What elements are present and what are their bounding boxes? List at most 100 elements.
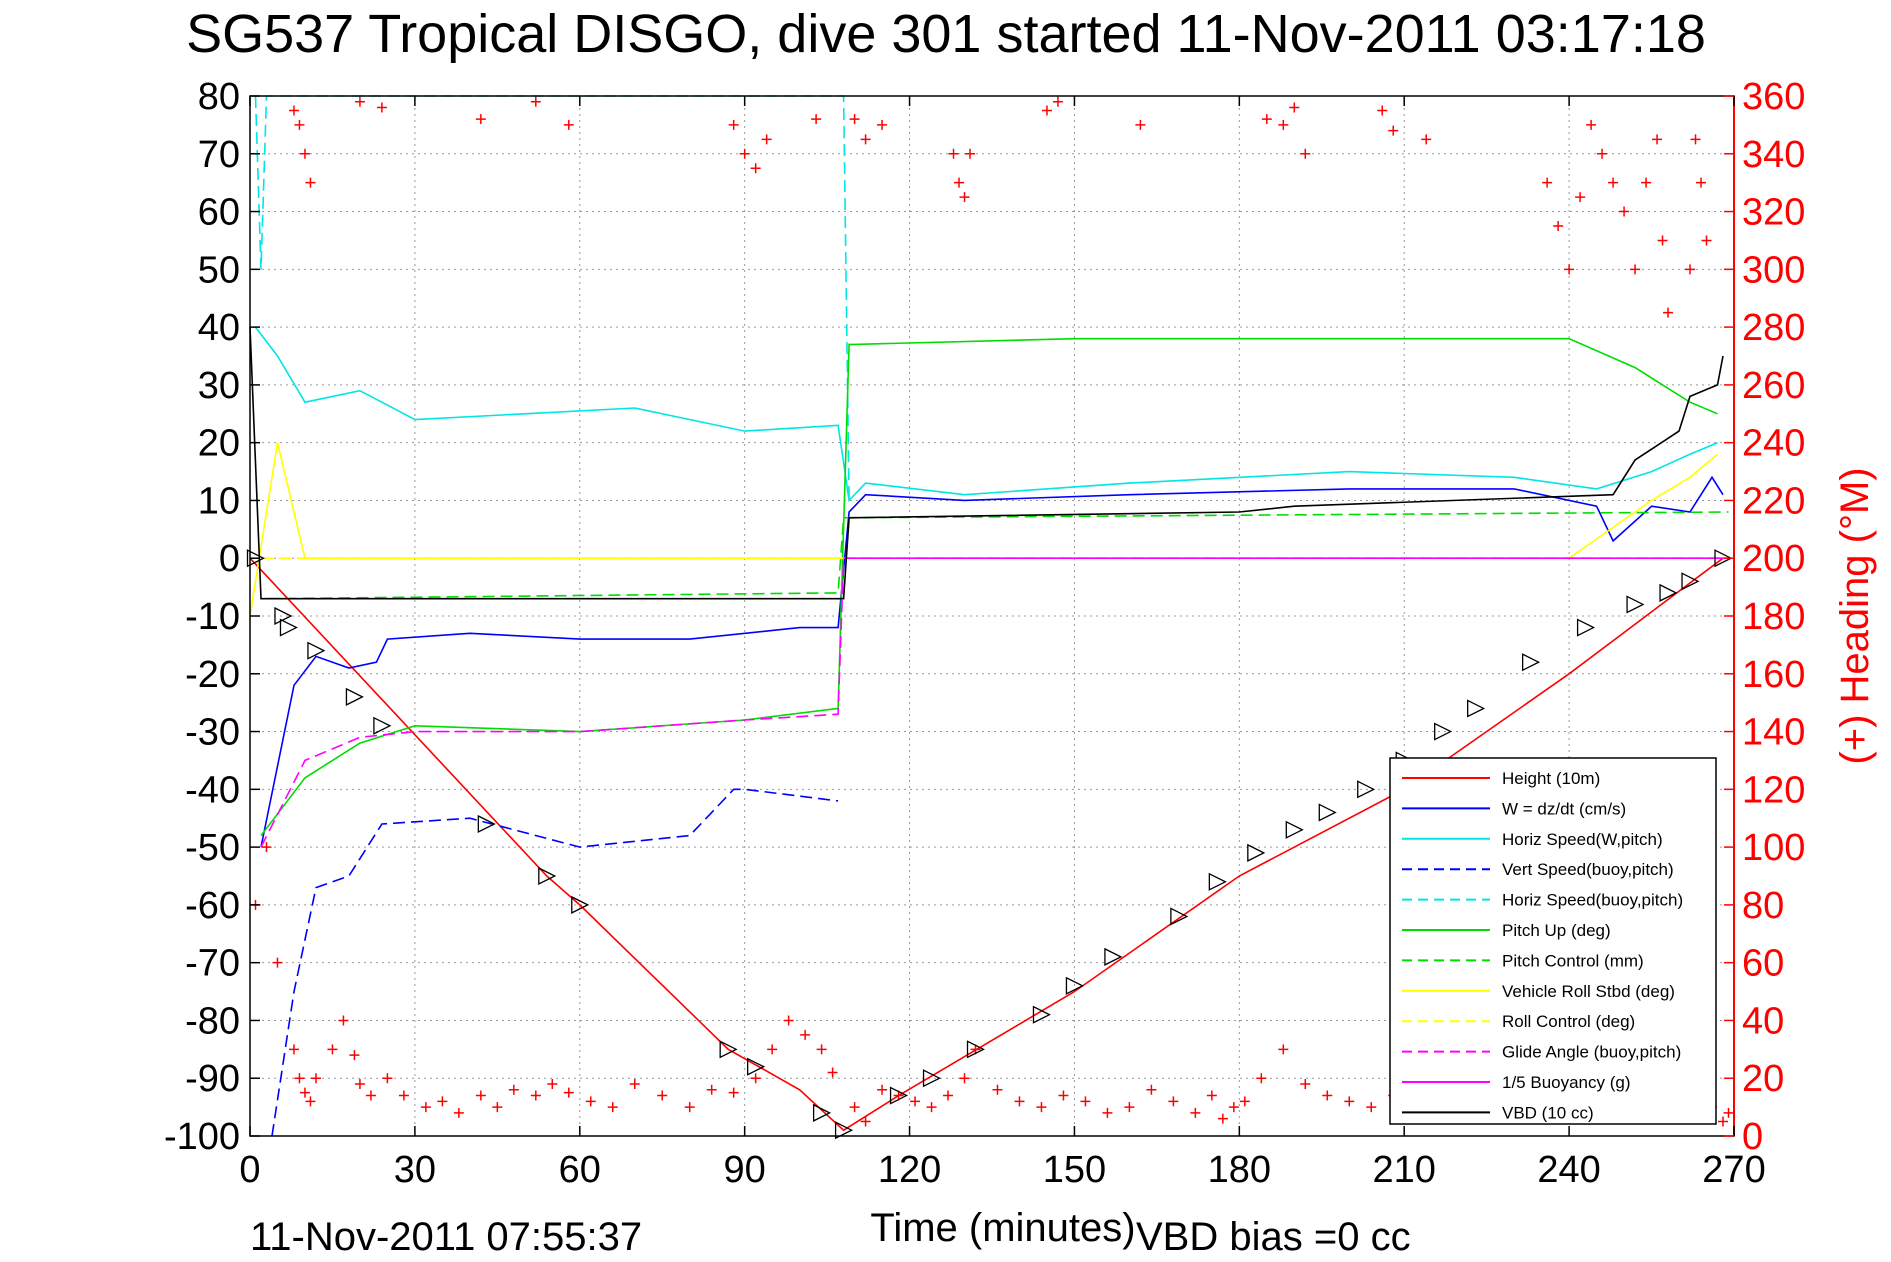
heading-point	[1217, 1113, 1228, 1124]
x-tick-label: 180	[1208, 1149, 1271, 1191]
height-marker	[1247, 843, 1266, 862]
heading-point	[1036, 1102, 1047, 1113]
y-tick-label: -50	[185, 827, 240, 869]
heading-point	[1041, 105, 1052, 116]
y-tick-label: -40	[185, 769, 240, 811]
height-marker	[1285, 820, 1304, 839]
heading-point	[288, 105, 299, 116]
heading-point	[1135, 119, 1146, 130]
y-tick-label: 60	[198, 192, 240, 234]
heading-point	[299, 148, 310, 159]
heading-point	[827, 1067, 838, 1078]
heading-point	[1608, 177, 1619, 188]
y-tick-label: 40	[198, 307, 240, 349]
heading-point	[1289, 102, 1300, 113]
heading-point	[1723, 1107, 1734, 1118]
height-marker	[538, 866, 557, 886]
height-marker	[1626, 595, 1645, 614]
heading-point	[629, 1079, 640, 1089]
heading-point	[294, 1073, 305, 1084]
height-marker	[966, 1040, 985, 1059]
heading-point	[1058, 1090, 1069, 1101]
y-axis-right: 3603403203002802602402202001801601401201…	[1724, 76, 1805, 1158]
heading-point	[1206, 1090, 1217, 1101]
y2-tick-label: 80	[1742, 885, 1784, 927]
heading-point	[1190, 1107, 1201, 1118]
heading-point	[327, 1044, 338, 1055]
heading-point	[1586, 119, 1597, 130]
heading-point	[294, 119, 305, 130]
heading-point	[860, 1116, 871, 1127]
y-tick-label: 80	[198, 76, 240, 118]
heading-point	[1652, 134, 1663, 145]
heading-point	[354, 1079, 365, 1089]
heading-point	[547, 1079, 558, 1089]
heading-point	[877, 119, 888, 130]
heading-point	[877, 1084, 888, 1095]
x-tick-label: 120	[878, 1149, 941, 1191]
heading-point	[453, 1107, 464, 1118]
vbd-bias-label: VBD bias =0 cc	[1136, 1215, 1411, 1259]
y-tick-label: -10	[185, 596, 240, 638]
height-marker	[1576, 618, 1596, 637]
heading-point	[1322, 1090, 1333, 1101]
x-axis-label: Time (minutes)	[870, 1206, 1135, 1250]
x-tick-label: 240	[1537, 1149, 1600, 1191]
heading-point	[1564, 264, 1575, 275]
heading-point	[954, 177, 965, 188]
y-tick-label: 70	[198, 134, 240, 176]
legend-label: Pitch Up (deg)	[1502, 921, 1611, 940]
heading-point	[272, 957, 283, 968]
y2-tick-label: 160	[1742, 654, 1805, 696]
heading-point	[959, 1073, 970, 1084]
legend-label: Roll Control (deg)	[1502, 1012, 1635, 1031]
heading-point	[728, 119, 739, 130]
heading-point	[1657, 235, 1668, 246]
height-marker	[279, 618, 298, 637]
legend: Height (10m) W = dz/dt (cm/s) Horiz Speed(…	[1389, 757, 1717, 1125]
height-marker	[1357, 780, 1376, 799]
heading-point	[910, 1096, 921, 1107]
heading-point	[965, 148, 976, 159]
heading-point	[1124, 1102, 1135, 1113]
heading-point	[475, 1090, 486, 1101]
y2-tick-label: 260	[1742, 365, 1805, 407]
heading-point	[1685, 264, 1696, 275]
x-axis: 0 30 60 90 120 150 180 210 240 270	[239, 96, 1766, 1191]
y2-tick-label: 240	[1742, 423, 1805, 465]
heading-point	[420, 1102, 431, 1113]
height-marker	[812, 1103, 832, 1122]
y2-tick-label: 100	[1742, 827, 1805, 869]
y-tick-label: -90	[185, 1058, 240, 1100]
heading-point	[992, 1084, 1003, 1095]
heading-point	[354, 96, 365, 107]
heading-point	[811, 114, 822, 125]
x-tick-label: 60	[559, 1149, 601, 1191]
heading-point	[349, 1050, 360, 1061]
heading-point	[530, 96, 541, 107]
heading-point	[959, 192, 970, 203]
heading-point	[948, 148, 959, 159]
height-marker	[246, 549, 265, 568]
x-tick-label: 270	[1702, 1149, 1765, 1191]
heading-point	[382, 1073, 393, 1084]
legend-box	[1389, 757, 1717, 1125]
y2-tick-label: 120	[1742, 769, 1805, 811]
y-tick-label: 20	[198, 423, 240, 465]
height-marker	[1318, 803, 1337, 822]
heading-point	[338, 1015, 349, 1026]
y2-tick-label: 300	[1742, 249, 1805, 291]
y2-tick-label: 340	[1742, 134, 1805, 176]
heading-point	[261, 842, 272, 853]
height-marker	[834, 1121, 854, 1140]
heading-point	[1597, 148, 1608, 159]
heading-point	[750, 1073, 761, 1084]
heading-point	[1052, 96, 1063, 107]
height-marker	[477, 814, 496, 834]
y-axis-right-label: (+) Heading (°M)	[1833, 467, 1877, 764]
y2-tick-label: 20	[1742, 1058, 1784, 1100]
x-tick-label: 90	[724, 1149, 766, 1191]
heading-point	[310, 1073, 321, 1084]
heading-point	[1278, 1044, 1289, 1055]
heading-point	[365, 1090, 376, 1101]
